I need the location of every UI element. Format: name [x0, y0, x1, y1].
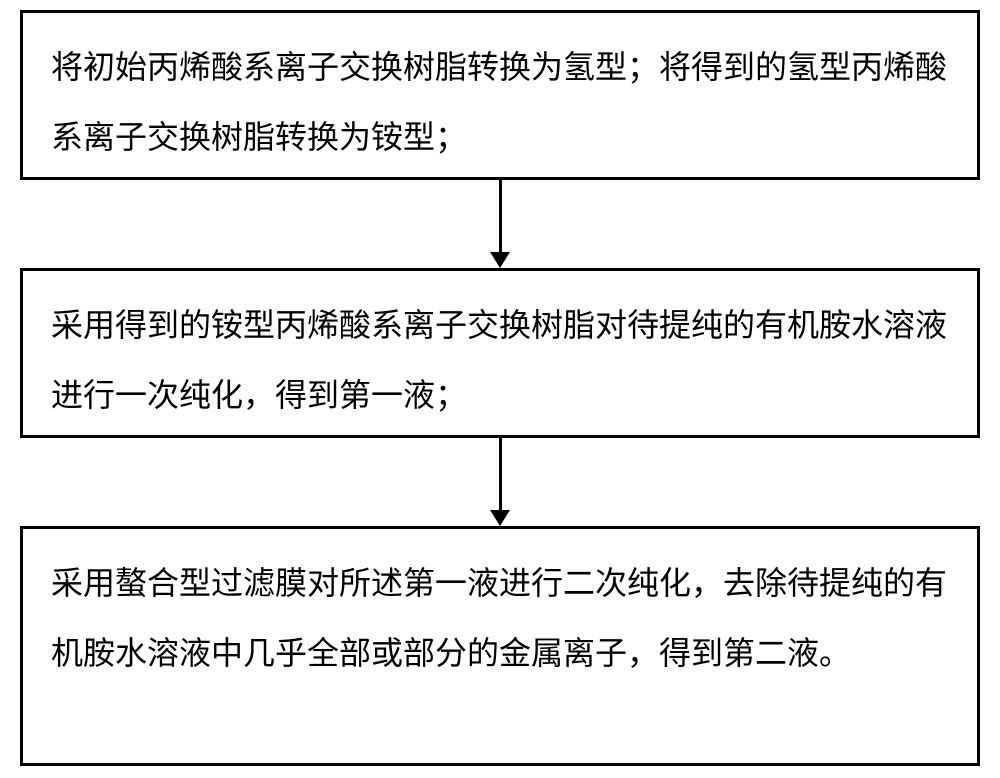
node-text: 采用螯合型过滤膜对所述第一液进行二次纯化，去除待提纯的有机胺水溶液中几乎全部或部…: [51, 565, 947, 671]
flowchart-arrow-head-1: [490, 252, 510, 268]
node-text: 采用得到的铵型丙烯酸系离子交换树脂对待提纯的有机胺水溶液进行一次纯化，得到第一液…: [51, 307, 947, 413]
flowchart-arrow-head-2: [490, 510, 510, 526]
flowchart-arrow-shaft-2: [499, 438, 502, 510]
flowchart-node-step3: 采用螯合型过滤膜对所述第一液进行二次纯化，去除待提纯的有机胺水溶液中几乎全部或部…: [20, 526, 980, 766]
flowchart-node-step1: 将初始丙烯酸系离子交换树脂转换为氢型；将得到的氢型丙烯酸系离子交换树脂转换为铵型…: [20, 10, 980, 180]
node-text: 将初始丙烯酸系离子交换树脂转换为氢型；将得到的氢型丙烯酸系离子交换树脂转换为铵型…: [51, 49, 947, 155]
flowchart-arrow-shaft-1: [499, 180, 502, 252]
flowchart-node-step2: 采用得到的铵型丙烯酸系离子交换树脂对待提纯的有机胺水溶液进行一次纯化，得到第一液…: [20, 268, 980, 438]
flowchart-canvas: 将初始丙烯酸系离子交换树脂转换为氢型；将得到的氢型丙烯酸系离子交换树脂转换为铵型…: [0, 0, 1000, 778]
